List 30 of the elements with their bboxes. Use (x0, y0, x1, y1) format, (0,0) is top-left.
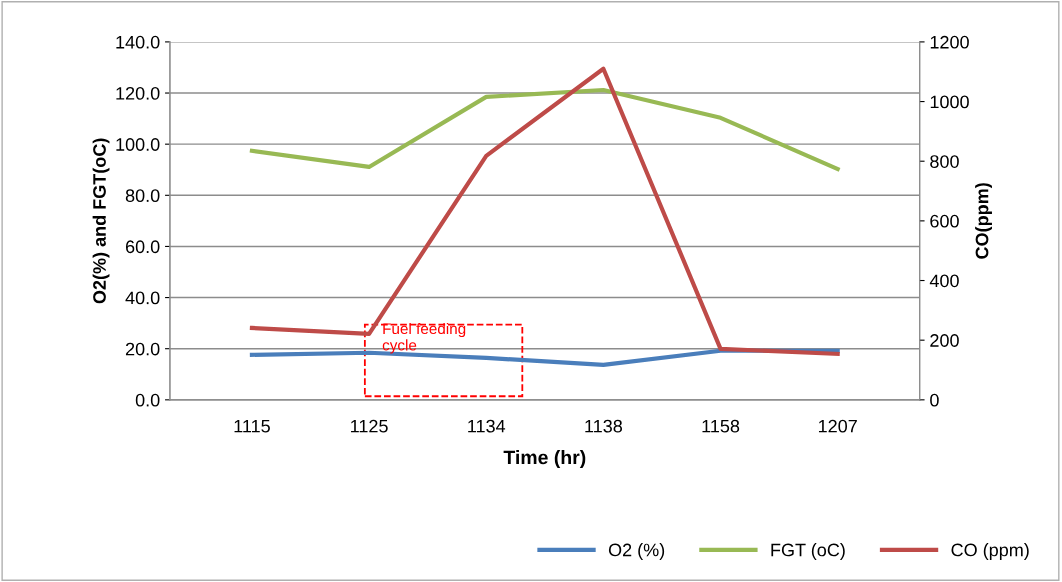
x-axis-title: Time (hr) (503, 450, 586, 469)
legend-label: O2 (%) (608, 543, 665, 560)
x-tick-label: 1138 (585, 419, 623, 433)
y-tick-label: 40.0 (125, 291, 160, 305)
y2-tick-label: 200 (930, 334, 959, 347)
y-tick-label: 20.0 (125, 342, 160, 356)
y2-tick-label: 0 (930, 393, 939, 407)
y-tick-label: 100.0 (116, 138, 160, 151)
y-tick-label: 60.0 (125, 240, 160, 254)
line-series (249, 66, 840, 356)
y2-tick-label: 600 (930, 214, 959, 228)
y-tick-label: 140.0 (116, 35, 160, 49)
y2-tick-label: 800 (930, 155, 959, 168)
y-tick-label: 0.0 (135, 393, 160, 407)
y2-tick-label: 1200 (930, 35, 969, 49)
y2-axis-title: CO(ppm) (975, 183, 992, 259)
y-axis-title: O2(%) and FGT(oC) (92, 138, 110, 304)
annotation: Fuel feeding cycle (382, 322, 466, 354)
y2-tick-label: 1000 (930, 95, 969, 109)
legend-label: FGT (oC) (771, 543, 845, 560)
y-tick-label: 120.0 (116, 86, 160, 100)
x-tick-label: 1207 (818, 419, 857, 433)
x-tick-label: 1134 (468, 419, 506, 433)
y2-tick-label: 400 (929, 274, 959, 288)
x-tick-label: 1158 (702, 419, 740, 433)
line-series (249, 87, 840, 172)
legend-label: CO (ppm) (951, 543, 1029, 560)
y-tick-label: 80.0 (125, 189, 160, 203)
x-tick-label: 1115 (234, 419, 270, 433)
x-tick-label: 1125 (351, 419, 388, 433)
